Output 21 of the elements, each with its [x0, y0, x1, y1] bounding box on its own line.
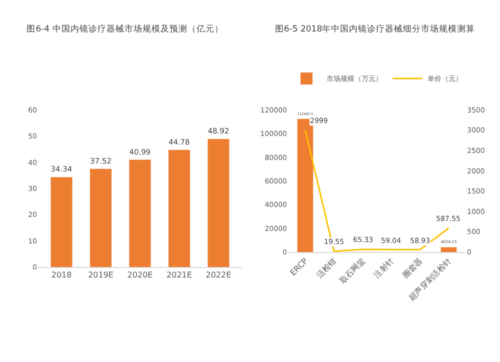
- x-tick-label: 2021E: [166, 270, 192, 280]
- x-tick-label: 2019E: [88, 270, 114, 280]
- x-tick-label: 活检钳: [314, 256, 338, 280]
- chart-title: 图6-5 2018年中国内镜诊疗器械细分市场规模测算: [274, 23, 476, 34]
- x-tick-label: 2022E: [206, 270, 232, 280]
- x-tick-label: 注射针: [372, 256, 396, 280]
- bar: [50, 177, 72, 267]
- data-label: 37.52: [90, 156, 112, 166]
- data-label: 40.99: [129, 147, 151, 156]
- x-tick-label: 圈套器: [400, 256, 424, 280]
- data-label: 44.78: [168, 137, 190, 146]
- x-tick-label: 2018: [51, 270, 72, 280]
- data-label: 34.34: [50, 164, 72, 174]
- x-tick-label: 取石网篮: [338, 256, 367, 286]
- x-tick-label: 2020E: [127, 270, 153, 280]
- data-label: 48.92: [208, 126, 230, 136]
- bar: [168, 150, 190, 267]
- bar: [208, 138, 230, 267]
- chart-title: 图6-4 中国内镜诊疗器械市场规模及预测（亿元）: [26, 23, 224, 34]
- bar: [129, 160, 151, 267]
- bar: [90, 168, 112, 267]
